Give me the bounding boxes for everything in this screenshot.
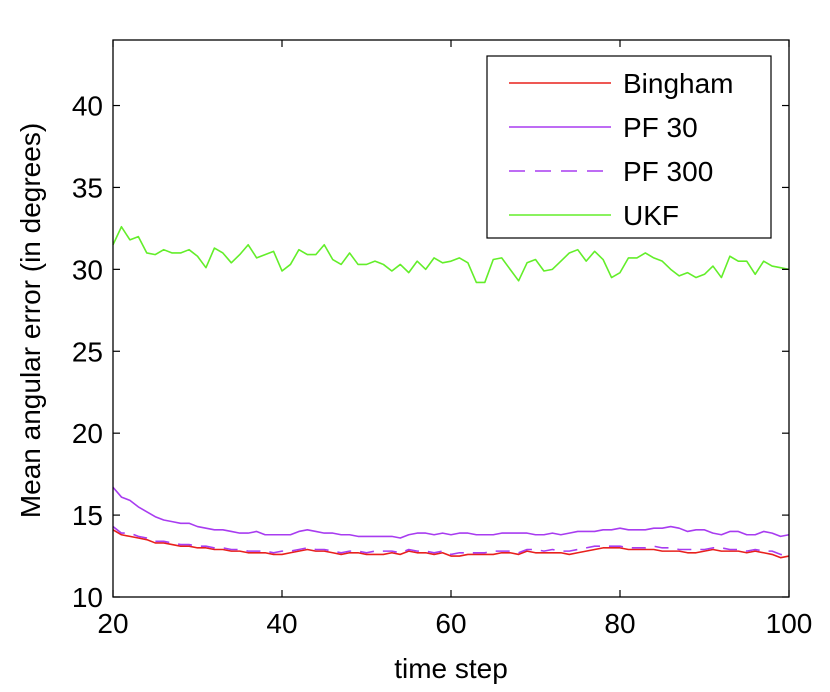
- series-layer: [112, 225, 790, 559]
- x-tick-label: 20: [97, 608, 128, 639]
- y-tick-label: 10: [72, 582, 103, 613]
- series-line-ukf: [112, 225, 790, 284]
- legend-box: [486, 55, 772, 239]
- axes-layer: 20 40 60 80 100 10 15 20 25 30 35 40: [72, 39, 813, 639]
- x-tick-label: 100: [766, 608, 813, 639]
- legend-label: UKF: [623, 200, 679, 231]
- x-axis-label: time step: [394, 653, 508, 684]
- y-tick-label: 40: [72, 91, 103, 122]
- y-tick-label: 30: [72, 254, 103, 285]
- y-axis-label: Mean angular error (in degrees): [15, 123, 46, 518]
- y-tick-label: 35: [72, 172, 103, 203]
- legend: Bingham PF 30 PF 300 UKF: [486, 55, 772, 239]
- series-line-pf-30: [112, 486, 790, 539]
- y-tick-label: 20: [72, 418, 103, 449]
- legend-label: PF 30: [623, 112, 698, 143]
- series-line-pf-300: [112, 525, 790, 557]
- y-tick-label: 15: [72, 500, 103, 531]
- x-tick-label: 80: [604, 608, 635, 639]
- x-tick-label: 40: [266, 608, 297, 639]
- legend-label: Bingham: [623, 68, 734, 99]
- legend-label: PF 300: [623, 156, 713, 187]
- series-line-bingham: [112, 529, 790, 559]
- y-tick-label: 25: [72, 336, 103, 367]
- x-tick-label: 60: [435, 608, 466, 639]
